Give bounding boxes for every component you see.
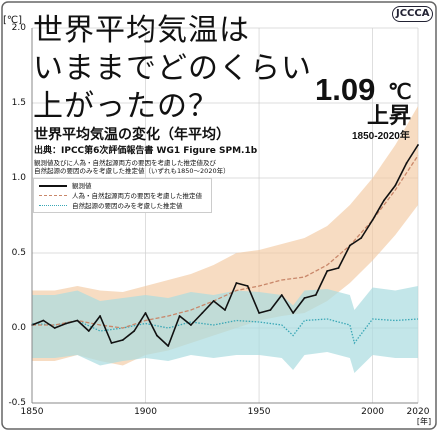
natural-series-line: [31, 318, 419, 345]
observed-point: [178, 315, 181, 317]
observed-point: [417, 144, 419, 146]
observed-point: [53, 327, 56, 329]
natural-uncertainty-band: [32, 286, 418, 373]
observed-point: [303, 297, 306, 299]
legend-label-natural: 自然起源の要因のみを考慮した推定値: [72, 202, 183, 210]
chart-note-line-2: 自然起源の要因のみを考慮した推定値（いずれも1850～2020年）: [34, 167, 230, 175]
x-tick-label: 1900: [134, 407, 157, 417]
observed-point: [201, 312, 204, 314]
chart-source: 出典：IPCC第6次評価報告書 WG1 Figure SPM.1b: [34, 146, 258, 156]
observed-point: [360, 237, 363, 239]
y-tick-label: 1.0: [11, 173, 26, 183]
y-tick-label: 0.0: [11, 323, 26, 333]
headline-line-3: 上がったの？: [33, 89, 219, 124]
observed-point: [246, 285, 249, 287]
x-tick-label: 2000: [361, 407, 385, 417]
observed-point: [212, 300, 215, 302]
legend-swatch-observed: [39, 185, 67, 187]
y-tick-label: 1.5: [11, 98, 26, 108]
observed-point: [405, 162, 408, 164]
observed-point: [224, 309, 226, 311]
observed-point: [280, 294, 283, 296]
x-unit-label: [年]: [416, 417, 432, 426]
legend-label-observed: 観測値: [72, 182, 92, 190]
combined-series-line: [32, 155, 419, 329]
legend-swatch-natural: [39, 205, 67, 206]
headline-line-1: 世界平均気温は: [33, 13, 250, 48]
y-unit-label: [℃]: [3, 15, 23, 26]
observed-point: [314, 294, 317, 296]
observed-point: [383, 199, 385, 202]
x-tick-label: 1850: [20, 407, 44, 417]
x-tick-label: 2020: [406, 407, 430, 417]
observed-point: [155, 334, 158, 337]
chart-title: 世界平均気温の変化（年平均）: [34, 127, 230, 143]
observed-point: [167, 345, 170, 347]
observed-point: [42, 319, 45, 322]
observed-point: [190, 324, 192, 326]
y-tick-label: 0.5: [11, 248, 26, 258]
rise-unit: ℃: [388, 81, 412, 104]
chart-note-line-1: 観測値及びに人為・自然起源両方の要因を考慮した推定値及び: [34, 159, 216, 167]
observed-point: [235, 282, 238, 284]
observed-point: [144, 312, 147, 314]
rise-period: 1850-2020年: [352, 131, 410, 142]
legend-label-combined: 人為・自然起源両方の要因を考慮した推定値: [72, 192, 202, 200]
observed-point: [258, 312, 260, 314]
observed-point: [348, 244, 351, 247]
legend-swatch-combined: [39, 195, 67, 196]
rise-label: 上昇: [367, 104, 412, 129]
observed-point: [87, 330, 90, 332]
jccca-logo: JCCCA: [392, 6, 434, 22]
observed-point: [292, 312, 295, 314]
y-tick-label: -0.5: [8, 398, 26, 408]
observed-point: [326, 270, 329, 272]
observed-point: [371, 219, 374, 221]
observed-point: [121, 339, 124, 341]
observed-point: [337, 267, 340, 269]
observed-point: [133, 330, 136, 332]
x-tick-label: 1950: [247, 407, 271, 417]
rise-value: 1.09: [315, 72, 376, 107]
observed-point: [110, 342, 113, 344]
observed-point: [76, 319, 79, 322]
observed-point: [99, 315, 102, 317]
observed-point: [269, 309, 272, 311]
headline-line-2: いままでどのくらい: [33, 51, 312, 86]
y-tick-label: 2.0: [11, 23, 26, 33]
observed-point: [65, 322, 67, 325]
chart-legend: 観測値 人為・自然起源両方の要因を考慮した推定値 自然起源の要因のみを考慮した推…: [33, 178, 212, 213]
observed-point: [394, 184, 397, 187]
